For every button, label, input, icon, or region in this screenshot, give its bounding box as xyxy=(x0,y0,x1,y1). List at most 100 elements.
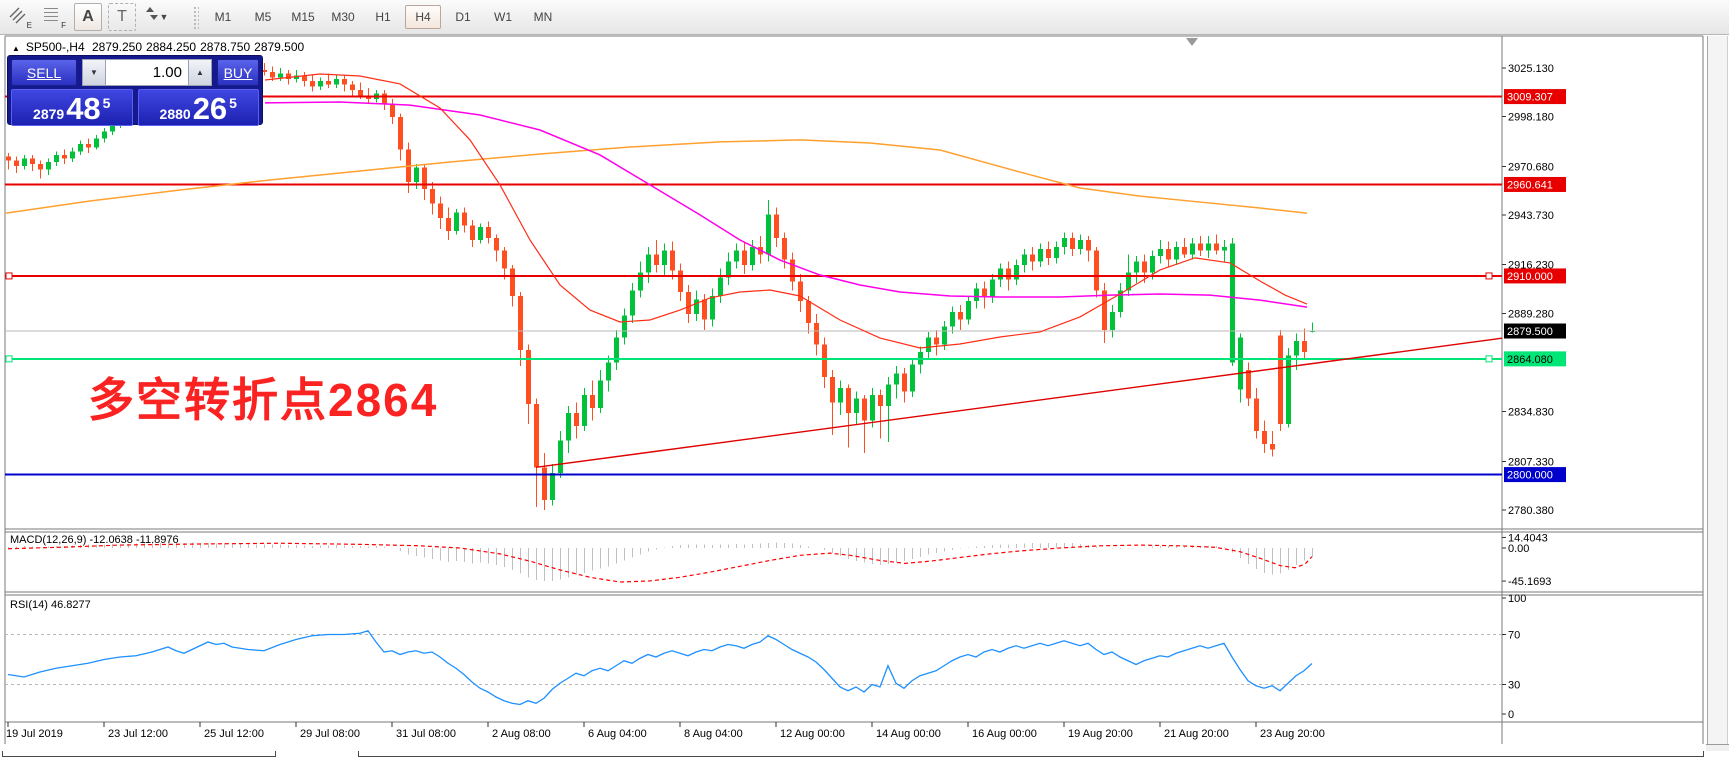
svg-text:2834.830: 2834.830 xyxy=(1508,407,1554,419)
line-drag-handle xyxy=(5,355,13,363)
grid-sub-label: F xyxy=(61,21,66,30)
sell-button-label: SELL xyxy=(26,64,62,81)
timeframe-H4[interactable]: H4 xyxy=(405,5,441,29)
arrows-icon xyxy=(146,7,158,20)
svg-text:2864.080: 2864.080 xyxy=(1507,354,1553,366)
timeframe-D1[interactable]: D1 xyxy=(455,10,471,24)
svg-text:29 Jul 08:00: 29 Jul 08:00 xyxy=(300,728,360,740)
text-annotation-tool-button[interactable]: A xyxy=(74,3,102,31)
rsi-pane-label: RSI(14) 46.8277 xyxy=(10,599,91,611)
svg-text:23 Aug 20:00: 23 Aug 20:00 xyxy=(1260,728,1325,740)
arrow-styles-button[interactable]: ▼ xyxy=(142,3,184,31)
svg-text:12 Aug 00:00: 12 Aug 00:00 xyxy=(780,728,845,740)
time-axis: 19 Jul 2019 23 Jul 12:00 25 Jul 12:00 29 Ju… xyxy=(6,722,1325,740)
trendline-object[interactable] xyxy=(535,337,1503,469)
text-label-tool-button[interactable]: T xyxy=(108,3,136,31)
sell-price-prefix: 2879 xyxy=(33,106,65,122)
macd-pane-label: MACD(12,26,9) -12.0638 -11.8976 xyxy=(10,534,179,546)
chevron-down-icon: ▼ xyxy=(159,12,169,22)
svg-text:30: 30 xyxy=(1508,680,1520,692)
svg-text:0: 0 xyxy=(1508,709,1514,721)
collapse-triangle-icon[interactable]: ▲ xyxy=(12,44,20,53)
svg-text:-45.1693: -45.1693 xyxy=(1508,576,1551,588)
rsi-value: 46.8277 xyxy=(50,599,91,611)
top-toolbar: E F A T ▼ M1 M5 M15 M30 H1 H4 D1 W1 MN xyxy=(0,0,1729,35)
svg-text:2910.000: 2910.000 xyxy=(1507,271,1553,283)
sell-button[interactable]: SELL xyxy=(11,59,77,86)
svg-text:2879.500: 2879.500 xyxy=(1507,326,1553,338)
symbol-label: SP500-,H4 xyxy=(25,40,85,54)
chart-text-annotation: 多空转折点2864 xyxy=(88,374,439,426)
buy-price-big: 26 xyxy=(192,91,228,126)
line-drag-handle xyxy=(5,272,13,280)
ohlc-open: 2879.250 xyxy=(91,40,143,54)
svg-text:70: 70 xyxy=(1508,630,1520,642)
toolbar-grip-handle[interactable] xyxy=(192,5,199,29)
one-click-trade-panel: SELL ▼ ▲ BUY 2879 48 5 2880 26 5 xyxy=(7,55,263,126)
grid-icon xyxy=(44,8,58,21)
macd-signal-value: -11.8976 xyxy=(135,534,179,546)
timeframe-H1[interactable]: H1 xyxy=(375,10,391,24)
line-drag-handle xyxy=(1485,355,1493,363)
svg-text:0.00: 0.00 xyxy=(1508,543,1529,555)
volume-input[interactable] xyxy=(106,59,188,86)
sell-price-big: 48 xyxy=(66,91,101,126)
volume-decrement-button[interactable]: ▼ xyxy=(82,59,106,86)
svg-text:21 Aug 20:00: 21 Aug 20:00 xyxy=(1164,728,1229,740)
svg-text:31 Jul 08:00: 31 Jul 08:00 xyxy=(396,728,456,740)
rsi-indicator-name: RSI(14) xyxy=(10,599,48,611)
chart-title-bar: ▲ SP500-,H4 2879.250 2884.250 2878.750 2879.… xyxy=(12,40,308,54)
timeframe-MN[interactable]: MN xyxy=(533,10,553,24)
svg-text:3009.307: 3009.307 xyxy=(1507,92,1553,104)
svg-text:25 Jul 12:00: 25 Jul 12:00 xyxy=(204,728,264,740)
svg-text:2800.000: 2800.000 xyxy=(1507,470,1553,482)
ohlc-high: 2884.250 xyxy=(146,40,197,54)
chart-frame xyxy=(4,35,1704,744)
buy-button[interactable]: BUY xyxy=(217,59,259,86)
timeframe-W1[interactable]: W1 xyxy=(494,10,512,24)
spinner-down-icon: ▼ xyxy=(90,68,98,77)
svg-text:2807.330: 2807.330 xyxy=(1508,456,1554,468)
volume-increment-button[interactable]: ▲ xyxy=(188,59,212,86)
svg-text:2889.280: 2889.280 xyxy=(1508,308,1554,320)
timeframe-M1[interactable]: M1 xyxy=(214,10,232,24)
svg-text:2 Aug 08:00: 2 Aug 08:00 xyxy=(492,728,551,740)
buy-price-prefix: 2880 xyxy=(159,106,191,122)
svg-text:14 Aug 00:00: 14 Aug 00:00 xyxy=(876,728,941,740)
svg-text:2970.680: 2970.680 xyxy=(1508,161,1554,173)
buy-quote-box[interactable]: 2880 26 5 xyxy=(137,89,259,126)
line-drag-handle xyxy=(1485,272,1493,280)
ohlc-close: 2879.500 xyxy=(254,40,305,54)
vertical-scrollbar[interactable] xyxy=(1707,36,1728,751)
pattern-lines-icon xyxy=(9,7,26,24)
moving-average-lines xyxy=(5,73,1308,349)
svg-text:16 Aug 00:00: 16 Aug 00:00 xyxy=(972,728,1037,740)
pattern-lines-tool-button[interactable]: E xyxy=(6,3,34,31)
ohlc-low: 2878.750 xyxy=(200,40,251,54)
svg-text:3025.130: 3025.130 xyxy=(1508,63,1554,75)
svg-text:2960.641: 2960.641 xyxy=(1507,179,1553,191)
macd-main-value: -12.0638 xyxy=(89,534,133,546)
timeframe-M5[interactable]: M5 xyxy=(254,10,272,24)
buy-button-label: BUY xyxy=(223,64,253,81)
svg-text:19 Jul 2019: 19 Jul 2019 xyxy=(6,728,63,740)
spinner-up-icon: ▲ xyxy=(196,68,204,77)
buy-price-sup: 5 xyxy=(229,95,237,111)
timeframe-M15[interactable]: M15 xyxy=(291,10,315,24)
grid-tool-button[interactable]: F xyxy=(40,3,68,31)
rsi-pane: 100 70 30 0 xyxy=(5,593,1526,721)
svg-text:14.4043: 14.4043 xyxy=(1508,532,1548,544)
sell-quote-box[interactable]: 2879 48 5 xyxy=(11,89,133,126)
svg-text:23 Jul 12:00: 23 Jul 12:00 xyxy=(108,728,168,740)
svg-text:100: 100 xyxy=(1508,593,1526,605)
text-label-icon: T xyxy=(117,8,127,25)
chart-shift-marker-icon xyxy=(1186,38,1198,46)
price-axis: 3025.1302998.1802970.6802943.7302916.230… xyxy=(1502,63,1566,517)
macd-indicator-name: MACD(12,26,9) xyxy=(10,534,87,546)
timeframe-M30[interactable]: M30 xyxy=(331,10,355,24)
svg-text:2780.380: 2780.380 xyxy=(1508,505,1554,517)
svg-text:2943.730: 2943.730 xyxy=(1508,210,1554,222)
